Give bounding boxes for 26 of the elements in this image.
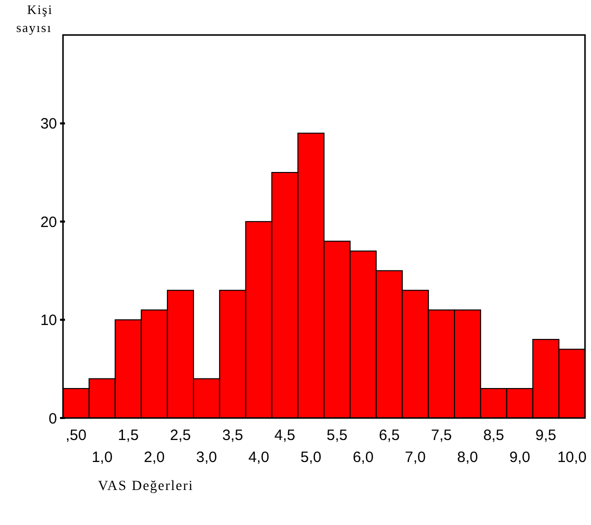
x-tick-label: 1,5 — [118, 427, 139, 444]
y-axis-title: Kişi sayısı — [16, 2, 53, 35]
x-tick-label: 6,0 — [352, 449, 374, 466]
x-tick-label: 1,0 — [92, 449, 113, 466]
x-tick-label: 2,0 — [144, 449, 165, 466]
x-tick-label: 9,0 — [509, 449, 530, 466]
x-tick-label: 10,0 — [557, 449, 587, 466]
x-tick-label: 8,0 — [457, 449, 478, 466]
x-tick-label: 7,0 — [404, 449, 426, 466]
x-tick-label: 5,5 — [326, 427, 348, 444]
x-tick-label: 8,5 — [483, 427, 504, 444]
x-tick-label: 2,5 — [170, 427, 191, 444]
x-tick-label: 3,0 — [196, 449, 217, 466]
x-tick-label: 5,0 — [300, 449, 322, 466]
x-tick-label: ,50 — [66, 427, 86, 444]
x-tick-label: 4,5 — [274, 427, 296, 444]
y-tick-label: 0 — [48, 410, 57, 428]
y-tick-label: 30 — [40, 116, 57, 133]
x-tick-label: 3,5 — [222, 427, 244, 444]
x-tick-label: 6,5 — [378, 427, 400, 444]
x-axis-title: VAS Değerleri — [98, 479, 194, 494]
y-tick-label: 20 — [40, 214, 57, 231]
x-tick-label: 7,5 — [431, 427, 452, 444]
x-tick-label: 9,5 — [535, 427, 556, 444]
x-tick-label: 4,0 — [248, 449, 270, 466]
y-tick-label: 10 — [40, 312, 57, 330]
